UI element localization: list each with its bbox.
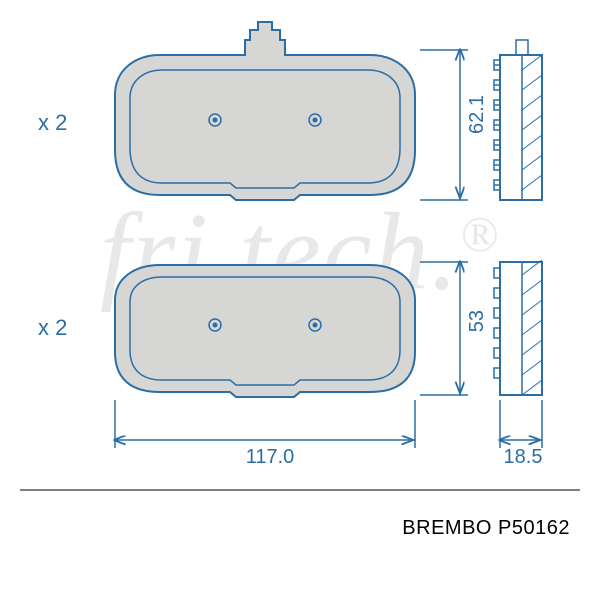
- side-view-bottom: [494, 260, 542, 395]
- dim-width: 117.0: [240, 446, 300, 469]
- brake-pad-bottom: [115, 265, 415, 397]
- dim-height-bottom: 53: [466, 310, 489, 332]
- dim-thickness: 18.5: [500, 446, 546, 469]
- brand-name: BREMBO: [402, 517, 492, 539]
- part-label: BREMBO P50162: [402, 517, 570, 540]
- part-number: P50162: [498, 517, 570, 539]
- quantity-bottom: x 2: [38, 315, 67, 341]
- diagram-stage: { "background_color": "#ffffff", "line_c…: [0, 0, 600, 600]
- side-view-top: [494, 40, 542, 200]
- brake-pad-top: [115, 22, 415, 200]
- drawing-svg: [0, 0, 600, 600]
- dim-height-top: 62.1: [466, 95, 489, 134]
- quantity-top: x 2: [38, 110, 67, 136]
